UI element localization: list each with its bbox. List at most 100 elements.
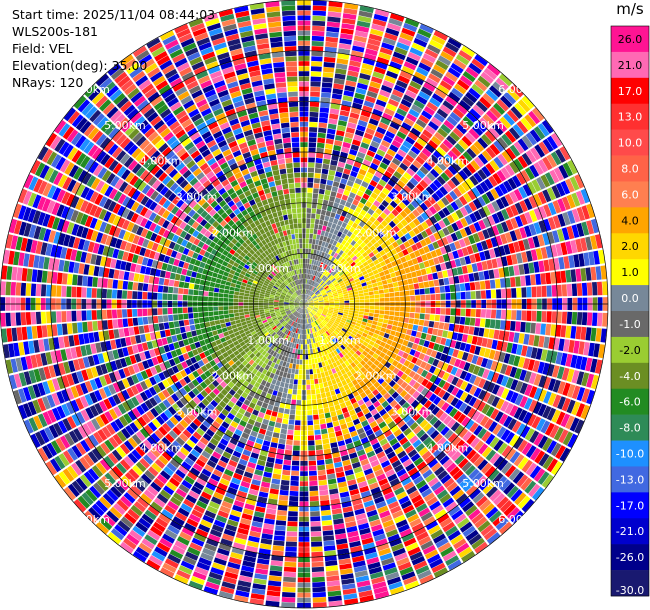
velocity-gate — [374, 273, 380, 279]
velocity-gate — [196, 500, 208, 510]
velocity-gate — [391, 241, 399, 249]
velocity-gate — [293, 311, 298, 316]
velocity-gate — [300, 304, 304, 308]
velocity-gate — [104, 411, 114, 423]
velocity-gate — [316, 142, 325, 149]
velocity-gate — [318, 308, 324, 311]
velocity-gate — [189, 399, 198, 408]
velocity-gate — [328, 334, 334, 340]
velocity-gate — [529, 209, 538, 222]
velocity-gate — [513, 332, 520, 343]
velocity-gate — [117, 380, 126, 391]
velocity-gate — [350, 321, 357, 325]
velocity-gate — [304, 300, 308, 304]
velocity-gate — [451, 332, 458, 341]
velocity-gate — [482, 217, 491, 228]
velocity-gate — [500, 233, 508, 245]
velocity-gate — [323, 448, 332, 455]
velocity-gate — [482, 368, 490, 379]
velocity-gate — [232, 450, 242, 458]
velocity-gate — [294, 338, 298, 344]
velocity-gate — [496, 340, 503, 351]
velocity-gate — [331, 289, 337, 293]
velocity-gate — [340, 233, 346, 240]
velocity-gate — [567, 384, 576, 398]
velocity-gate — [258, 332, 264, 338]
velocity-gate — [553, 167, 564, 181]
velocity-gate — [354, 508, 365, 516]
velocity-gate — [89, 405, 99, 417]
velocity-gate — [425, 473, 436, 483]
velocity-gate — [306, 295, 309, 300]
velocity-gate — [409, 252, 416, 259]
velocity-gate — [345, 388, 352, 395]
velocity-gate — [349, 323, 356, 328]
velocity-gate — [363, 273, 370, 279]
velocity-gate — [378, 179, 387, 187]
velocity-gate — [337, 440, 346, 447]
velocity-gate — [484, 280, 491, 290]
velocity-gate — [567, 160, 578, 175]
velocity-gate — [333, 356, 338, 362]
velocity-gate — [242, 449, 252, 457]
velocity-gate — [464, 282, 471, 291]
velocity-gate — [473, 327, 480, 336]
velocity-gate — [298, 313, 301, 318]
velocity-gate — [365, 428, 374, 437]
velocity-gate — [304, 300, 308, 304]
velocity-gate — [256, 416, 263, 423]
velocity-gate — [310, 506, 320, 512]
velocity-gate — [73, 428, 84, 441]
velocity-gate — [329, 300, 334, 302]
velocity-gate — [362, 463, 372, 471]
velocity-gate — [103, 386, 112, 397]
velocity-gate — [419, 433, 429, 442]
velocity-gate — [280, 479, 290, 486]
velocity-gate — [289, 409, 296, 415]
velocity-gate — [225, 355, 232, 363]
velocity-gate — [285, 378, 290, 384]
velocity-gate — [299, 323, 302, 329]
velocity-gate — [293, 343, 297, 349]
velocity-gate — [341, 210, 348, 217]
velocity-gate — [381, 373, 389, 381]
velocity-gate — [431, 35, 446, 46]
velocity-gate — [312, 571, 325, 578]
velocity-gate — [108, 408, 118, 420]
velocity-gate — [338, 346, 344, 352]
velocity-gate — [430, 294, 436, 301]
velocity-gate — [336, 58, 349, 65]
velocity-gate — [342, 228, 349, 235]
velocity-gate — [62, 468, 75, 482]
velocity-gate — [360, 242, 366, 248]
velocity-gate — [408, 490, 420, 500]
velocity-gate — [390, 94, 402, 103]
velocity-gate — [445, 71, 458, 83]
velocity-gate — [392, 89, 404, 98]
velocity-gate — [95, 462, 107, 475]
velocity-gate — [58, 453, 70, 467]
velocity-gate — [310, 322, 314, 328]
velocity-gate — [400, 235, 408, 243]
velocity-gate — [328, 261, 333, 267]
velocity-gate — [450, 534, 464, 546]
velocity-gate — [400, 98, 412, 108]
velocity-gate — [174, 574, 189, 585]
velocity-gate — [350, 333, 356, 339]
velocity-gate — [298, 344, 301, 350]
velocity-gate — [120, 541, 134, 554]
velocity-gate — [311, 566, 325, 573]
velocity-gate — [496, 426, 507, 438]
velocity-gate — [401, 122, 412, 131]
velocity-gate — [384, 384, 392, 392]
velocity-gate — [357, 480, 368, 489]
velocity-gate — [147, 505, 160, 517]
velocity-gate — [345, 321, 351, 326]
velocity-gate — [381, 157, 391, 166]
velocity-gate — [525, 322, 531, 333]
velocity-gate — [258, 384, 265, 391]
velocity-gate — [304, 304, 309, 306]
velocity-gate — [405, 56, 419, 66]
velocity-gate — [129, 529, 143, 542]
velocity-gate — [175, 372, 183, 381]
